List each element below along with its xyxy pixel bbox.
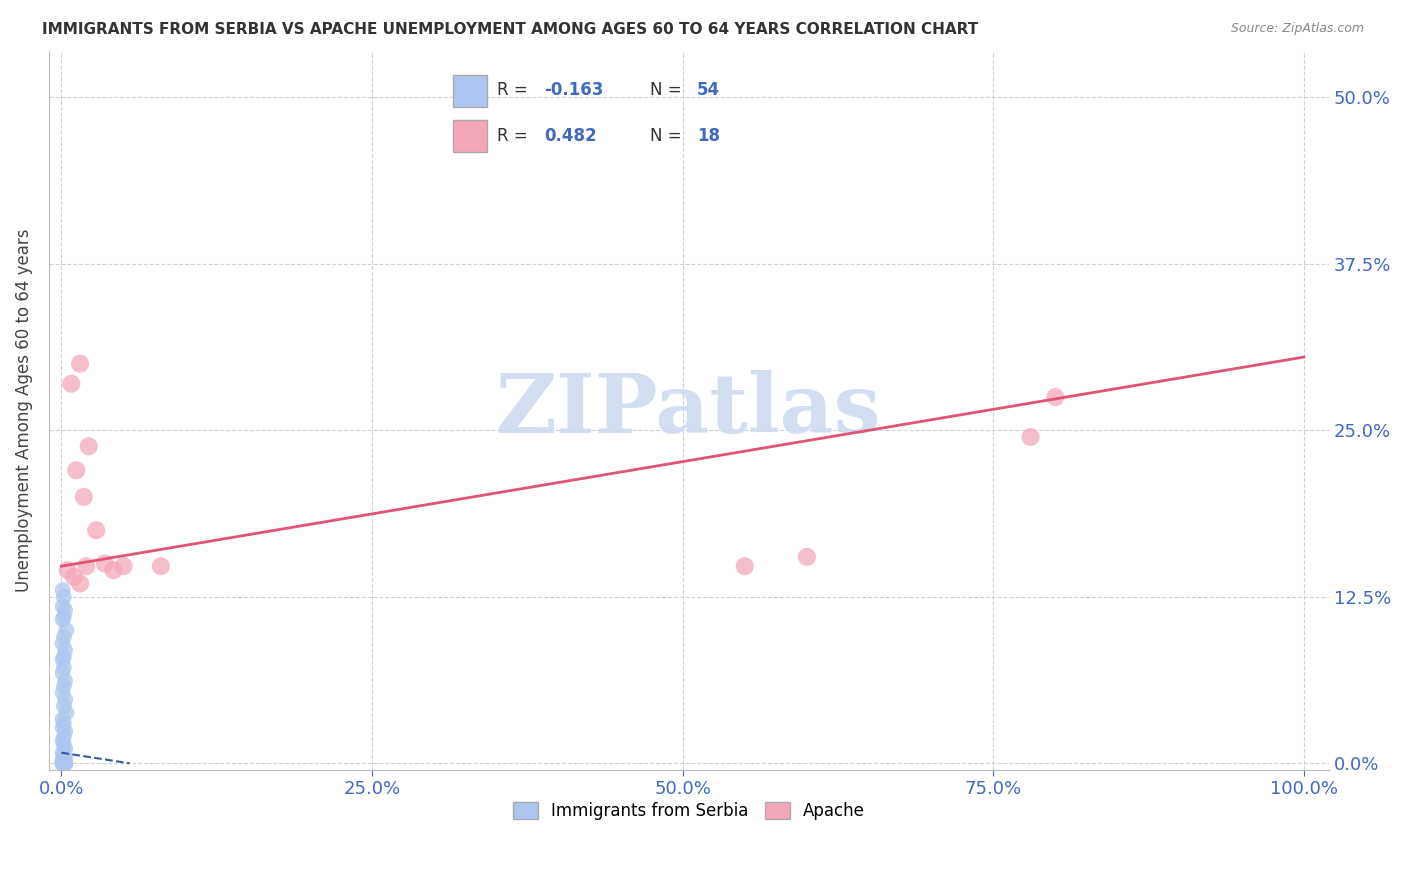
Point — [52, 756, 75, 771]
Point — [53, 751, 76, 765]
Point — [52, 755, 75, 769]
Point — [52, 756, 75, 771]
Point — [52, 716, 75, 731]
Point — [52, 686, 75, 700]
Point — [52, 712, 75, 726]
Text: IMMIGRANTS FROM SERBIA VS APACHE UNEMPLOYMENT AMONG AGES 60 TO 64 YEARS CORRELAT: IMMIGRANTS FROM SERBIA VS APACHE UNEMPLO… — [42, 22, 979, 37]
Point — [52, 609, 75, 624]
Point — [69, 576, 91, 591]
Legend: Immigrants from Serbia, Apache: Immigrants from Serbia, Apache — [506, 795, 872, 826]
Point — [55, 623, 77, 637]
Point — [52, 756, 75, 771]
Y-axis label: Unemployment Among Ages 60 to 64 years: Unemployment Among Ages 60 to 64 years — [15, 228, 32, 592]
Point — [53, 741, 76, 756]
Point — [1045, 390, 1067, 404]
Point — [52, 756, 75, 771]
Point — [52, 590, 75, 604]
Point — [53, 756, 76, 771]
Point — [63, 570, 86, 584]
Point — [52, 756, 75, 771]
Point — [52, 720, 75, 734]
Point — [52, 756, 75, 771]
Point — [53, 673, 76, 688]
Point — [56, 563, 79, 577]
Point — [77, 439, 100, 453]
Point — [52, 599, 75, 614]
Point — [55, 706, 77, 720]
Point — [53, 756, 76, 771]
Point — [60, 376, 83, 391]
Point — [52, 665, 75, 680]
Point — [52, 583, 75, 598]
Point — [149, 559, 172, 574]
Point — [52, 748, 75, 763]
Point — [52, 756, 75, 771]
Point — [52, 756, 75, 771]
Point — [52, 630, 75, 644]
Point — [52, 612, 75, 626]
Point — [52, 756, 75, 771]
Point — [84, 523, 107, 537]
Point — [52, 756, 75, 771]
Point — [75, 559, 97, 574]
Point — [52, 746, 75, 760]
Point — [52, 754, 75, 768]
Text: ZIPatlas: ZIPatlas — [496, 370, 882, 450]
Point — [52, 756, 75, 771]
Point — [52, 649, 75, 664]
Point — [52, 738, 75, 752]
Point — [69, 357, 91, 371]
Point — [53, 756, 76, 771]
Point — [53, 724, 76, 739]
Point — [53, 643, 76, 657]
Point — [52, 636, 75, 650]
Point — [52, 679, 75, 693]
Point — [796, 549, 818, 564]
Point — [73, 490, 96, 504]
Point — [52, 756, 75, 771]
Point — [53, 603, 76, 617]
Point — [1019, 430, 1042, 444]
Point — [112, 559, 135, 574]
Text: Source: ZipAtlas.com: Source: ZipAtlas.com — [1230, 22, 1364, 36]
Point — [65, 463, 87, 477]
Point — [52, 752, 75, 766]
Point — [52, 730, 75, 744]
Point — [52, 699, 75, 714]
Point — [52, 652, 75, 666]
Point — [103, 563, 125, 577]
Point — [53, 756, 76, 771]
Point — [94, 557, 117, 571]
Point — [734, 559, 756, 574]
Point — [53, 756, 76, 771]
Point — [52, 660, 75, 674]
Point — [52, 756, 75, 771]
Point — [52, 756, 75, 771]
Point — [52, 756, 75, 771]
Point — [52, 733, 75, 747]
Point — [53, 692, 76, 706]
